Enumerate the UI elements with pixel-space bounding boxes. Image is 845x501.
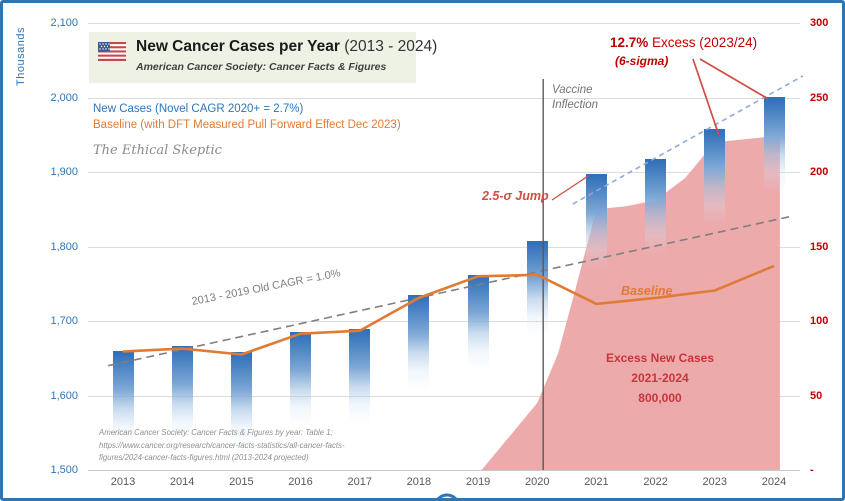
bar-2022 <box>645 158 667 470</box>
left-axis-tick: 1,800 <box>50 240 78 253</box>
source-line1: American Cancer Society: Cancer Facts & … <box>99 428 333 437</box>
bar-2017 <box>349 329 371 470</box>
gridline <box>88 172 800 173</box>
x-axis-tick-2021: 2021 <box>584 476 609 488</box>
right-axis-tick: 300 <box>810 17 829 29</box>
bar-2013 <box>112 350 134 470</box>
bar-2024 <box>763 96 785 470</box>
excess-total-line3: 800,000 <box>638 391 682 405</box>
x-axis-tick-2022: 2022 <box>643 476 668 488</box>
chart-title-range: (2013 - 2024) <box>344 38 438 55</box>
source-line3: figures/2024-cancer-facts-figures.html (… <box>99 453 309 462</box>
left-axis-title: Thousands <box>15 27 27 86</box>
bar-2019 <box>467 274 489 470</box>
bottom-circle-logo <box>436 493 458 498</box>
x-axis-tick-2014: 2014 <box>169 476 195 488</box>
bar-2018 <box>408 294 430 470</box>
legend-new-cases: New Cases (Novel CAGR 2020+ = 2.7%) <box>93 103 304 115</box>
x-axis-tick-2023: 2023 <box>702 476 728 488</box>
excess-total-line2: 2021-2024 <box>631 371 689 385</box>
excess-percent-annotation: 12.7% Excess (2023/24) <box>610 35 757 50</box>
bar-2021 <box>585 173 607 470</box>
right-axis-tick: 100 <box>810 315 829 327</box>
us-flag-icon <box>98 42 126 61</box>
leader-sigma-jump <box>551 175 588 201</box>
gridline <box>88 321 800 322</box>
bar-2016 <box>290 332 311 470</box>
x-axis-tick-2017: 2017 <box>347 476 372 488</box>
x-axis-tick-2018: 2018 <box>406 476 432 488</box>
left-axis-tick: 1,900 <box>50 166 78 178</box>
vaccine-inflection-line1: Vaccine <box>552 84 593 96</box>
baseline-line-label: Baseline <box>621 284 673 298</box>
excess-percent-value: 12.7% <box>610 35 649 50</box>
gridline <box>88 395 800 397</box>
source-line2: https://www.cancer.org/research/cancer-f… <box>99 440 345 450</box>
left-axis-tick: 2,100 <box>50 17 78 29</box>
x-axis-tick-2015: 2015 <box>229 476 254 488</box>
lines-svg <box>108 58 804 498</box>
gridline <box>88 97 800 99</box>
x-axis-tick-2019: 2019 <box>465 476 491 488</box>
gridline <box>88 246 800 248</box>
vaccine-inflection-annotation: Vaccine Inflection <box>552 83 598 113</box>
six-sigma-annotation: (6-sigma) <box>615 54 669 68</box>
right-axis-tick: 200 <box>810 166 829 178</box>
title-box: New Cancer Cases per Year (2013 - 2024) … <box>89 32 437 83</box>
axes-layer: 2,100 300 2,000 250 1,900 200 1,800 150 1,700 100… <box>3 3 842 498</box>
gridlines-layer <box>3 3 842 498</box>
right-axis-tick: 50 <box>810 389 823 402</box>
x-axis-tick-2013: 2013 <box>110 476 136 488</box>
leader-to-2024-bar <box>699 58 769 100</box>
chart-subtitle: American Cancer Society: Cancer Facts & … <box>136 61 387 73</box>
source-citation: American Cancer Society: Cancer Facts & … <box>99 427 345 465</box>
bar-2014 <box>171 346 193 470</box>
left-axis-tick: 1,700 <box>50 315 78 327</box>
sigma-jump-annotation: 2.5-σ Jump <box>482 189 549 203</box>
chart-title-main: New Cancer Cases per Year <box>136 38 340 55</box>
bar-2023 <box>704 128 726 470</box>
right-axis-tick: - <box>810 464 814 476</box>
excess-total-line1: Excess New Cases <box>605 351 715 365</box>
legend-baseline: Baseline (with DFT Measured Pull Forward… <box>93 119 401 131</box>
left-axis-tick: 1,600 <box>50 389 78 402</box>
excess-total-annotation: Excess New Cases 2021-2024 800,000 <box>578 348 742 408</box>
left-axis-tick: 1,500 <box>50 464 78 476</box>
excess-percent-rest: Excess (2023/24) <box>648 35 758 50</box>
watermark-ethical-skeptic: The Ethical Skeptic <box>93 143 222 158</box>
right-axis-tick: 250 <box>810 91 829 104</box>
leader-to-2023-bar <box>692 58 720 136</box>
vaccine-inflection-line2: Inflection <box>552 99 599 111</box>
left-axis-tick: 2,000 <box>50 91 78 104</box>
x-axis-tick-2024: 2024 <box>761 476 787 488</box>
right-axis-tick: 150 <box>810 240 829 253</box>
gridline <box>88 23 800 24</box>
chart-title: New Cancer Cases per Year (2013 - 2024) <box>136 38 437 56</box>
gridline <box>88 470 800 471</box>
bars-layer <box>3 3 842 498</box>
x-axis-tick-2016: 2016 <box>288 476 313 488</box>
bar-2015 <box>230 352 252 470</box>
baseline-line <box>122 264 775 356</box>
x-axis-tick-2020: 2020 <box>525 476 550 488</box>
